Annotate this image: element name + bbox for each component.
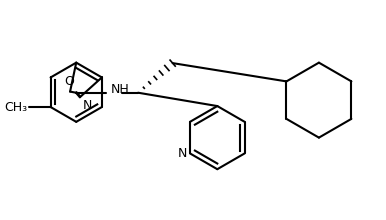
Text: O: O bbox=[64, 75, 74, 88]
Text: N: N bbox=[83, 99, 92, 112]
Text: NH: NH bbox=[110, 83, 129, 96]
Text: CH₃: CH₃ bbox=[4, 101, 27, 114]
Text: N: N bbox=[178, 147, 187, 160]
